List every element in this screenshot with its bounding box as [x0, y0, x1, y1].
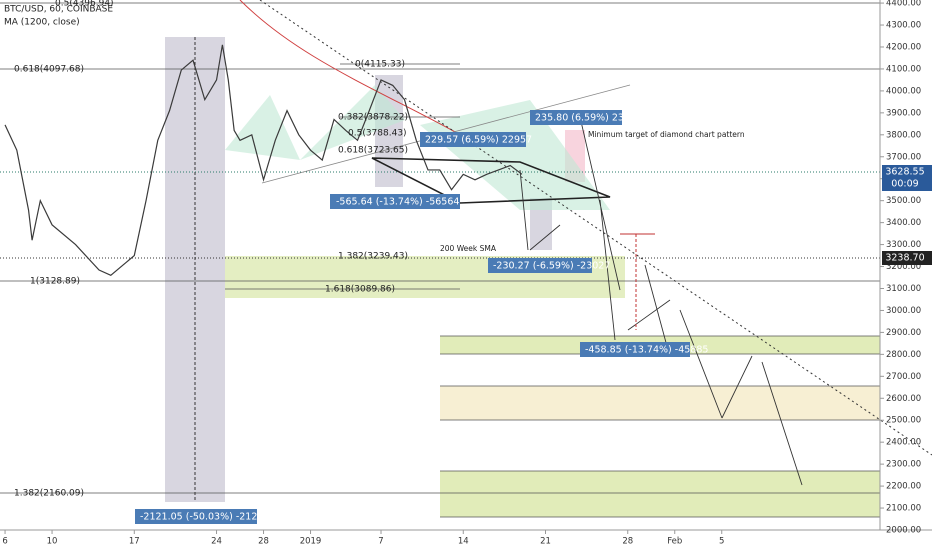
- y-tick-label: 3200.00: [886, 262, 921, 272]
- x-tick-label: 21: [540, 537, 551, 547]
- x-tick-label: 17: [129, 537, 140, 547]
- x-tick-label: 6: [2, 537, 7, 547]
- zone: [440, 386, 880, 420]
- x-tick-label: 28: [622, 537, 633, 547]
- fib-label: 0(4115.33): [355, 60, 405, 70]
- y-tick-label: 2800.00: [886, 350, 921, 360]
- measure-label: -2121.05 (-50.03%) -212105: [140, 512, 276, 523]
- zone: [440, 471, 880, 517]
- y-tick-label: 2600.00: [886, 394, 921, 404]
- fib-label: 0.5(3788.43): [348, 129, 407, 139]
- x-tick-label: 5: [719, 537, 724, 547]
- fib-label: 0.618(3723.65): [338, 146, 408, 156]
- y-tick-label: 3000.00: [886, 306, 921, 316]
- sma-tag: 3238.70: [885, 253, 924, 264]
- price-tag: [882, 165, 932, 191]
- projection-arrows: [519, 116, 803, 486]
- fib-label: 0.5(4396.94): [55, 0, 114, 9]
- y-tick-label: 2000.00: [886, 526, 921, 536]
- fib-label: 1.382(3239.43): [338, 252, 408, 262]
- y-tick-label: 2400.00: [886, 438, 921, 448]
- x-tick-label: 10: [47, 537, 58, 547]
- measure-label: -565.64 (-13.74%) -56564: [336, 197, 459, 208]
- note: 200 Week SMA: [440, 244, 497, 253]
- y-tick-label: 4200.00: [886, 42, 921, 52]
- y-tick-label: 3700.00: [886, 152, 921, 162]
- y-tick-label: 3800.00: [886, 130, 921, 140]
- measure-labels: -565.64 (-13.74%) -56564 229.57 (6.59%) …: [135, 110, 708, 524]
- x-tick-label: Feb: [667, 537, 682, 547]
- sma-tag: [882, 251, 932, 265]
- ma-line: [239, 0, 471, 141]
- y-tick-label: 3500.00: [886, 196, 921, 206]
- measure-label: 229.57 (6.59%) 22957: [425, 135, 532, 146]
- x-tick-label: 2019: [300, 537, 322, 547]
- price-line: [4, 44, 523, 277]
- trendline: [259, 0, 932, 456]
- plot: [4, 44, 523, 277]
- y-tick-label: 3400.00: [886, 218, 921, 228]
- y-tick-label: 4400.00: [886, 0, 921, 9]
- y-tick-label: 3300.00: [886, 240, 921, 250]
- note: Minimum target of diamond chart pattern: [588, 130, 745, 139]
- measure-label: 235.80 (6.59%) 23580: [535, 113, 642, 124]
- y-tick-label: 4100.00: [886, 64, 921, 74]
- x-tick-label: 7: [378, 537, 383, 547]
- fib-label: 1(3128.89): [30, 277, 80, 287]
- y-tick-label: 4300.00: [886, 21, 921, 31]
- y-tick-label: 3900.00: [886, 108, 921, 118]
- fib-label: 1.382(2160.09): [14, 489, 84, 499]
- y-tick-label: 2300.00: [886, 460, 921, 470]
- zone: [530, 198, 552, 250]
- x-tick-label: 24: [211, 537, 222, 547]
- y-tick-label: 2100.00: [886, 504, 921, 514]
- y-tick-label: 4000.00: [886, 86, 921, 96]
- y-tick-label: 2500.00: [886, 416, 921, 426]
- y-tick-label: 3100.00: [886, 284, 921, 294]
- fib-label: 0.382(3878.22): [338, 113, 408, 123]
- price-tag: 3628.55: [885, 167, 924, 178]
- timer: 00:09: [891, 179, 918, 190]
- fib-label: 0.618(4097.68): [14, 65, 84, 75]
- diamond: [371, 157, 611, 204]
- y-tick-label: 2200.00: [886, 482, 921, 492]
- x-tick-label: 14: [458, 537, 469, 547]
- indicator: MA (1200, close): [4, 18, 80, 28]
- x-tick-label: 28: [258, 537, 269, 547]
- measure-label: -230.27 (-6.59%) -23027: [493, 261, 610, 272]
- chart-title: BTC/USD, 60, COINBASE: [4, 5, 113, 15]
- y-tick-label: 2900.00: [886, 328, 921, 338]
- y-tick-label: 2700.00: [886, 372, 921, 382]
- measure-label: -458.85 (-13.74%) -45885: [585, 345, 708, 356]
- fib-label: 1.618(3089.86): [325, 285, 395, 295]
